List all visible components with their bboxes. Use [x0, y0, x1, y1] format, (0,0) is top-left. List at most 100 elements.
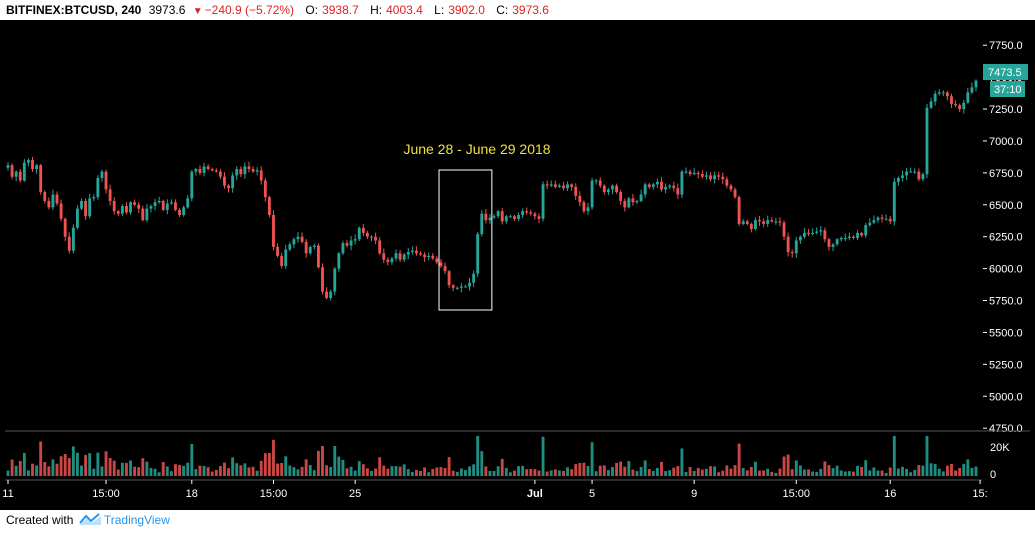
volume-bar: [133, 466, 137, 476]
candle-body: [431, 255, 435, 259]
candle-body: [31, 160, 34, 170]
candle-body: [165, 203, 169, 210]
volume-bar: [402, 464, 406, 476]
volume-bar: [529, 468, 533, 476]
candle-body: [402, 254, 406, 260]
volume-bar: [676, 466, 680, 476]
candle-body: [133, 202, 137, 205]
candle-body: [823, 230, 827, 240]
candle-body: [929, 101, 933, 108]
volume-bar: [247, 467, 251, 476]
volume-bar: [553, 469, 557, 476]
volume-bar: [794, 460, 798, 476]
candle-body: [345, 243, 349, 246]
volume-bar: [631, 469, 635, 476]
volume-bar: [705, 468, 708, 476]
candle-body: [108, 189, 112, 201]
candle-body: [602, 185, 606, 193]
volume-bar: [43, 461, 47, 476]
candle-body: [415, 250, 418, 254]
candle-body: [296, 236, 300, 240]
volume-bar: [672, 467, 676, 476]
volume-bar: [108, 457, 112, 476]
time-axis[interactable]: 11 15:00 18 15:00 25 Jul 5 9 15:00 16 15:: [2, 479, 988, 500]
candle-body: [312, 245, 316, 247]
volume-bar: [80, 465, 83, 476]
candle-body: [815, 231, 819, 233]
candle-body: [26, 160, 30, 163]
volume-bar: [562, 470, 565, 476]
ohlc-close: C: 3973.6: [496, 3, 553, 17]
price-tick-label: 7000.0: [989, 136, 1023, 148]
candle-body: [937, 92, 941, 94]
volume-bar: [243, 463, 247, 476]
volume-bar: [778, 468, 782, 476]
open-value: 3938.7: [322, 3, 359, 17]
candle-body: [729, 185, 733, 190]
price-tick-label: 6500.0: [989, 200, 1023, 212]
candle-body: [754, 220, 757, 230]
last-price: 3973.6: [148, 3, 186, 17]
price-chart[interactable]: 7750.07500.07250.07000.06750.06500.06250…: [0, 20, 1035, 510]
candle-body: [758, 220, 761, 222]
volume-bar: [517, 466, 520, 476]
candle-body: [198, 169, 202, 173]
volume-bar: [962, 463, 966, 476]
candle-body: [586, 207, 590, 212]
symbol-name[interactable]: BITFINEX:BTCUSD, 240: [6, 3, 142, 17]
candle-body: [872, 220, 876, 223]
volume-bar: [423, 467, 427, 476]
volume-bar: [410, 472, 414, 476]
candle-body: [880, 217, 884, 219]
candle-body: [627, 198, 631, 208]
volume-bar: [137, 467, 141, 476]
volume-bar: [557, 470, 561, 476]
candle-body: [831, 244, 835, 247]
candle-body: [206, 166, 210, 170]
candle-body: [562, 185, 565, 189]
volume-bar: [292, 467, 296, 476]
candle-body: [341, 243, 345, 254]
candle-body: [688, 171, 692, 175]
volume-bar: [251, 466, 255, 476]
volume-bar: [647, 469, 651, 476]
candle-body: [365, 232, 369, 237]
volume-bar: [864, 460, 868, 476]
candle-body: [786, 236, 790, 253]
volume-bar: [161, 462, 165, 476]
volume-bar: [566, 467, 569, 476]
volume-bar: [227, 468, 230, 476]
price-badge-value: 7473.5: [988, 67, 1022, 79]
volume-bar: [361, 464, 365, 476]
volume-bar: [606, 470, 610, 476]
volume-bar: [713, 466, 717, 476]
candle-body: [435, 258, 439, 263]
candle-body: [263, 180, 267, 198]
volume-bar: [120, 462, 124, 476]
candle-body: [349, 240, 353, 246]
volume-bar: [692, 471, 696, 476]
volume-bar: [504, 468, 508, 476]
volume-bar: [582, 462, 586, 476]
time-tick-label: 5: [589, 488, 595, 500]
volume-bar: [210, 471, 214, 476]
candle-body: [439, 262, 443, 267]
candle-body: [508, 216, 512, 218]
candle-body: [962, 102, 966, 110]
symbol-header: BITFINEX:BTCUSD, 240 3973.6 ▼ −240.9 (−5.…: [0, 0, 1035, 20]
volume-bar: [525, 469, 529, 476]
candle-body: [276, 246, 279, 256]
volume-bar: [468, 466, 471, 476]
candle-body: [958, 105, 962, 110]
volume-bar: [386, 468, 390, 476]
low-label: L:: [434, 3, 445, 17]
candle-body: [696, 172, 700, 175]
volume-bar: [508, 472, 512, 476]
candle-body: [484, 213, 488, 221]
candle-body: [6, 165, 10, 168]
candle-body: [811, 232, 815, 235]
candle-body: [533, 213, 537, 217]
candle-body: [892, 181, 896, 222]
candle-body: [974, 80, 978, 88]
tradingview-brand[interactable]: TradingView: [103, 513, 170, 527]
